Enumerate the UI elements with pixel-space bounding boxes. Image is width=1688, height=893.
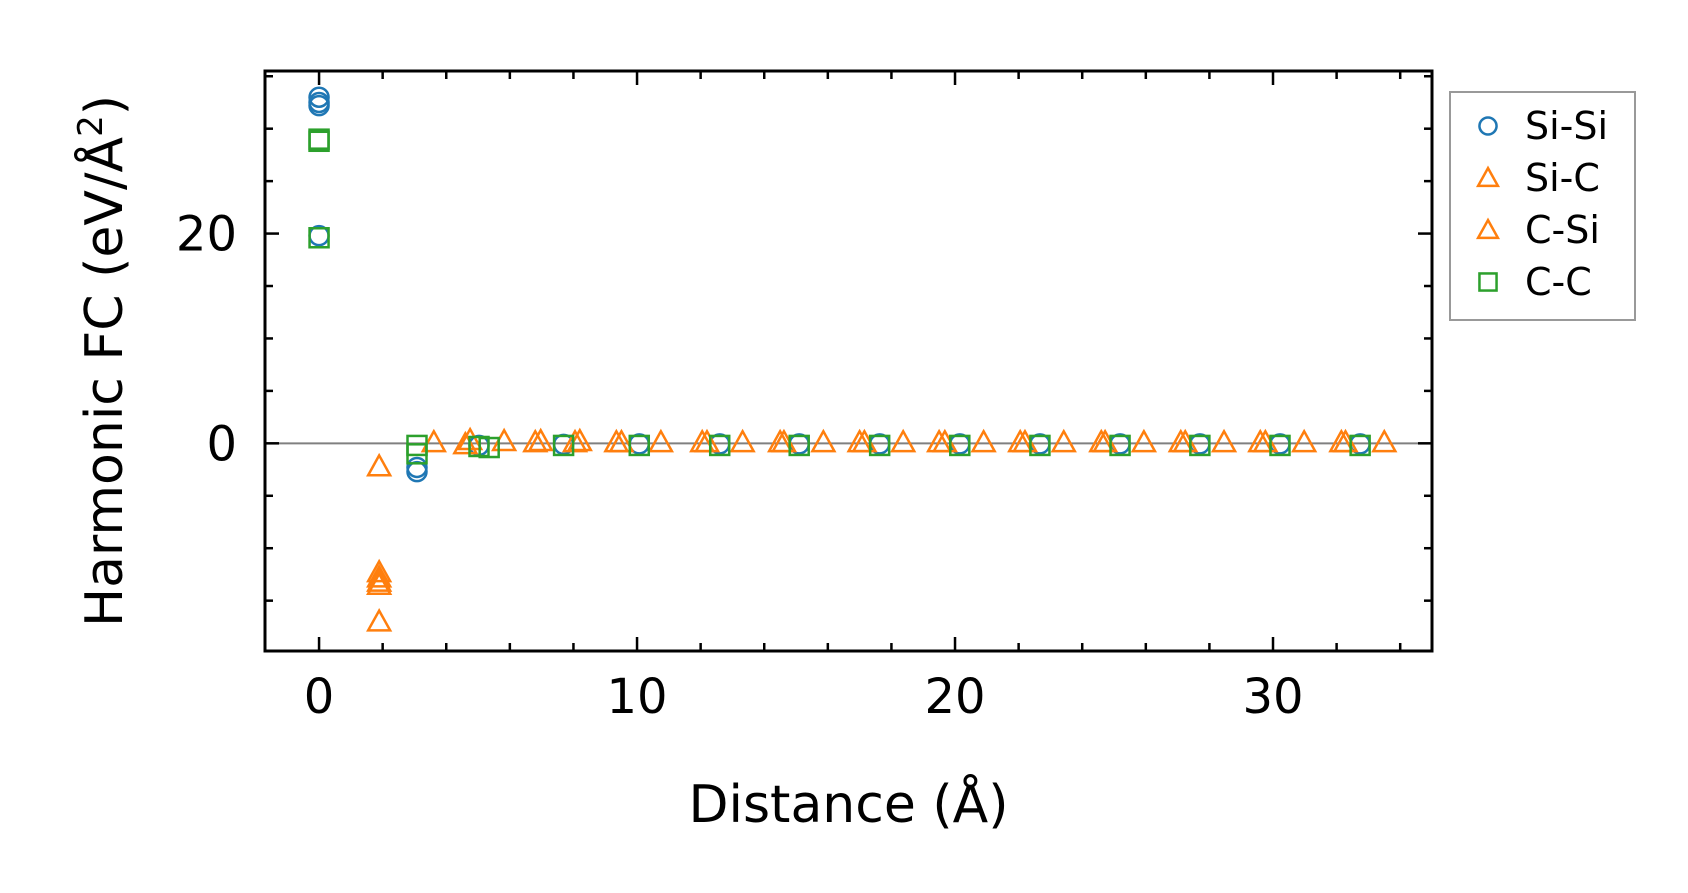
data-point-c-c [1189,434,1211,457]
data-markers [308,86,1398,632]
data-point-si-c [420,428,447,453]
legend-marker [1478,272,1498,292]
y-tick-label: 20 [176,207,237,263]
data-point-c-si [561,428,589,453]
data-point-c-c [406,443,428,465]
data-point-si-c [970,428,997,453]
data-point-si-c [1371,428,1398,453]
x-axis-title: Distance (Å) [688,773,1008,835]
plot-frame [263,69,1434,653]
data-point-c-si [452,430,479,455]
data-point-c-c [308,227,330,249]
data-point-si-c [366,571,393,595]
data-point-c-si [522,428,549,453]
data-point-si-c [1050,428,1077,453]
legend-marker [1478,116,1498,136]
data-point-c-si [603,428,630,453]
data-point-c-si [1088,428,1115,453]
x-tick-label: 10 [607,669,668,725]
data-point-c-si [846,428,873,453]
data-point-c-si [693,428,721,453]
legend-marker [1475,217,1501,240]
data-point-c-c [788,434,810,457]
data-point-c-c [868,434,891,457]
data-point-si-c [647,428,675,453]
legend-label: C-C [1525,260,1592,304]
x-tick-label: 20 [924,669,985,725]
data-point-si-c [810,428,837,453]
data-point-c-si [366,558,393,583]
data-point-c-c [478,436,500,459]
legend-label: Si-C [1525,156,1600,200]
data-point-c-c [708,434,731,457]
data-point-c-c [1029,434,1051,457]
data-point-c-c [628,434,651,457]
y-axis-title-close: ) [75,95,135,115]
x-tick-label: 30 [1242,669,1303,725]
data-point-si-c [1291,428,1318,453]
y-axis-title-main: Harmonic FC (eV/Å [73,136,135,627]
data-point-c-c [552,434,575,457]
data-point-c-si [1167,428,1194,453]
data-point-c-si [767,428,794,453]
data-point-si-si [308,94,330,117]
legend-marker [1475,165,1501,188]
legend-label: Si-Si [1525,104,1608,148]
data-point-si-c [366,608,393,632]
y-axis-title-superscript: 2 [71,115,111,137]
data-point-c-si [926,428,953,453]
data-point-si-c [366,452,393,477]
data-point-si-c [890,428,917,453]
data-point-c-si [1328,428,1355,453]
ticks [265,71,1432,651]
data-point-c-si [366,568,393,592]
tick-labels: 0 10 20 30 0 20 [176,207,1304,725]
y-axis-title: Harmonic FC (eV/Å2) [71,95,135,627]
legend: Si-Si Si-C C-Si C-C [1449,91,1636,321]
data-point-c-si [1007,428,1034,453]
data-point-c-c [1349,434,1371,457]
y-tick-label: 0 [206,416,237,472]
data-point-c-c [308,130,330,153]
data-point-si-c [729,428,756,453]
data-point-c-c [1109,434,1131,457]
legend-label: C-Si [1525,208,1600,252]
data-point-c-c [1269,434,1291,457]
data-point-c-si [1247,428,1274,453]
data-point-si-c [1130,428,1158,453]
x-tick-label: 0 [304,669,335,725]
data-point-si-c [366,564,393,588]
data-point-si-c [1210,428,1238,453]
data-point-c-c [949,434,971,457]
data-point-si-si [308,86,330,108]
